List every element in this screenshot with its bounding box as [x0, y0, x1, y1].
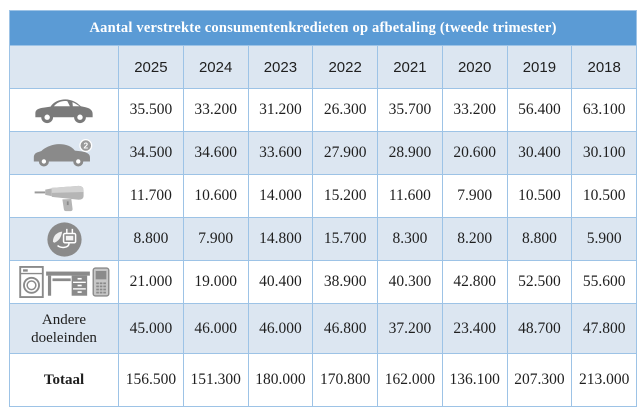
value-cell: 45.000 [118, 303, 184, 354]
value-cell: 170.800 [312, 353, 378, 407]
value-cell: 180.000 [247, 353, 314, 407]
value-cell: 40.300 [377, 260, 443, 304]
value-cell: 11.700 [118, 174, 184, 218]
year-header: 2021 [377, 45, 443, 89]
year-header: 2019 [506, 45, 573, 89]
value-cell: 11.600 [377, 174, 443, 218]
value-cell: 46.800 [312, 303, 378, 354]
value-cell: 55.600 [571, 260, 638, 304]
value-cell: 35.500 [118, 88, 184, 132]
household-goods-row: 21.000 19.000 40.400 38.900 40.300 42.800 52.5… [9, 260, 638, 304]
value-cell: 46.000 [247, 303, 314, 354]
value-cell: 63.100 [571, 88, 638, 132]
value-cell: 28.900 [377, 131, 443, 175]
value-cell: 37.200 [377, 303, 443, 354]
washing-machine-icon [18, 266, 44, 298]
value-cell: 10.600 [182, 174, 249, 218]
value-cell: 33.200 [182, 88, 249, 132]
value-cell: 34.500 [118, 131, 184, 175]
energy-row: 8.800 7.900 14.800 15.700 8.300 8.200 8.800 5.9… [9, 217, 638, 261]
value-cell: 40.400 [247, 260, 314, 304]
household-goods-label-cell [9, 260, 119, 304]
value-cell: 10.500 [571, 174, 638, 218]
value-cell: 5.900 [571, 217, 638, 261]
mobile-phone-icon [92, 267, 110, 297]
value-cell: 15.200 [312, 174, 378, 218]
year-header: 2024 [182, 45, 249, 89]
energy-label-cell [9, 217, 119, 261]
row-label: Totaal [43, 372, 85, 388]
year-header: 2022 [312, 45, 378, 89]
value-cell: 136.100 [441, 353, 508, 407]
value-cell: 207.300 [506, 353, 573, 407]
value-cell: 14.000 [247, 174, 314, 218]
renovation-drill-label-cell [9, 174, 119, 218]
year-header: 2020 [441, 45, 508, 89]
value-cell: 8.200 [441, 217, 508, 261]
value-cell: 26.300 [312, 88, 378, 132]
value-cell: 10.500 [506, 174, 573, 218]
year-header: 2023 [247, 45, 314, 89]
desk-icon [45, 267, 90, 298]
value-cell: 52.500 [506, 260, 573, 304]
value-cell: 8.800 [506, 217, 573, 261]
table-body: 35.500 33.200 31.200 26.300 35.700 33.200 56.4… [9, 88, 638, 407]
value-cell: 30.400 [506, 131, 573, 175]
year-header: 2025 [118, 45, 184, 89]
new-car-label-cell [9, 88, 119, 132]
andere-doeleinden-label-cell: Andere doeleinden [9, 303, 119, 354]
row-label: Andere doeleinden [31, 311, 97, 346]
renovation-drill-row: 11.700 10.600 14.000 15.200 11.600 7.900 10.50… [9, 174, 638, 218]
second-hand-car-row: 2 34.500 34.600 33.600 27.900 28.900 20.600 30.… [9, 131, 638, 175]
value-cell: 20.600 [441, 131, 508, 175]
value-cell: 56.400 [506, 88, 573, 132]
value-cell: 30.100 [571, 131, 638, 175]
value-cell: 15.700 [312, 217, 378, 261]
value-cell: 47.800 [571, 303, 638, 354]
andere-doeleinden-row: Andere doeleinden 45.000 46.000 46.000 46.80… [9, 303, 638, 354]
value-cell: 33.200 [441, 88, 508, 132]
value-cell: 14.800 [247, 217, 314, 261]
second-hand-car-label-cell: 2 [9, 131, 119, 175]
value-cell: 31.200 [247, 88, 314, 132]
value-cell: 48.700 [506, 303, 573, 354]
value-cell: 19.000 [182, 260, 249, 304]
value-cell: 21.000 [118, 260, 184, 304]
value-cell: 33.600 [247, 131, 314, 175]
value-cell: 8.800 [118, 217, 184, 261]
value-cell: 34.600 [182, 131, 249, 175]
value-cell: 42.800 [441, 260, 508, 304]
value-cell: 35.700 [377, 88, 443, 132]
value-cell: 7.900 [441, 174, 508, 218]
energy-plug-icon [46, 221, 83, 258]
credit-table: Aantal verstrekte consumentenkredieten o… [8, 10, 638, 407]
value-cell: 38.900 [312, 260, 378, 304]
totaal-row: Totaal 156.500 151.300 180.000 170.800 162.00… [9, 353, 638, 407]
svg-text:2: 2 [83, 140, 88, 150]
value-cell: 162.000 [377, 353, 443, 407]
second-hand-car-icon: 2 [31, 138, 97, 169]
new-car-row: 35.500 33.200 31.200 26.300 35.700 33.200 56.4… [9, 88, 638, 132]
drill-icon [33, 180, 95, 213]
totaal-label-cell: Totaal [9, 353, 119, 407]
value-cell: 151.300 [182, 353, 249, 407]
table-title-row: Aantal verstrekte consumentenkredieten o… [8, 10, 638, 46]
new-car-icon [32, 95, 96, 126]
value-cell: 8.300 [377, 217, 443, 261]
year-header-row: 2025 2024 2023 2022 2021 2020 2019 2018 [9, 45, 638, 89]
value-cell: 23.400 [441, 303, 508, 354]
value-cell: 156.500 [118, 353, 184, 407]
value-cell: 27.900 [312, 131, 378, 175]
year-header: 2018 [571, 45, 638, 89]
empty-corner-cell [9, 45, 119, 89]
value-cell: 213.000 [571, 353, 638, 407]
table-title: Aantal verstrekte consumentenkredieten o… [8, 10, 638, 46]
value-cell: 46.000 [182, 303, 249, 354]
value-cell: 7.900 [182, 217, 249, 261]
